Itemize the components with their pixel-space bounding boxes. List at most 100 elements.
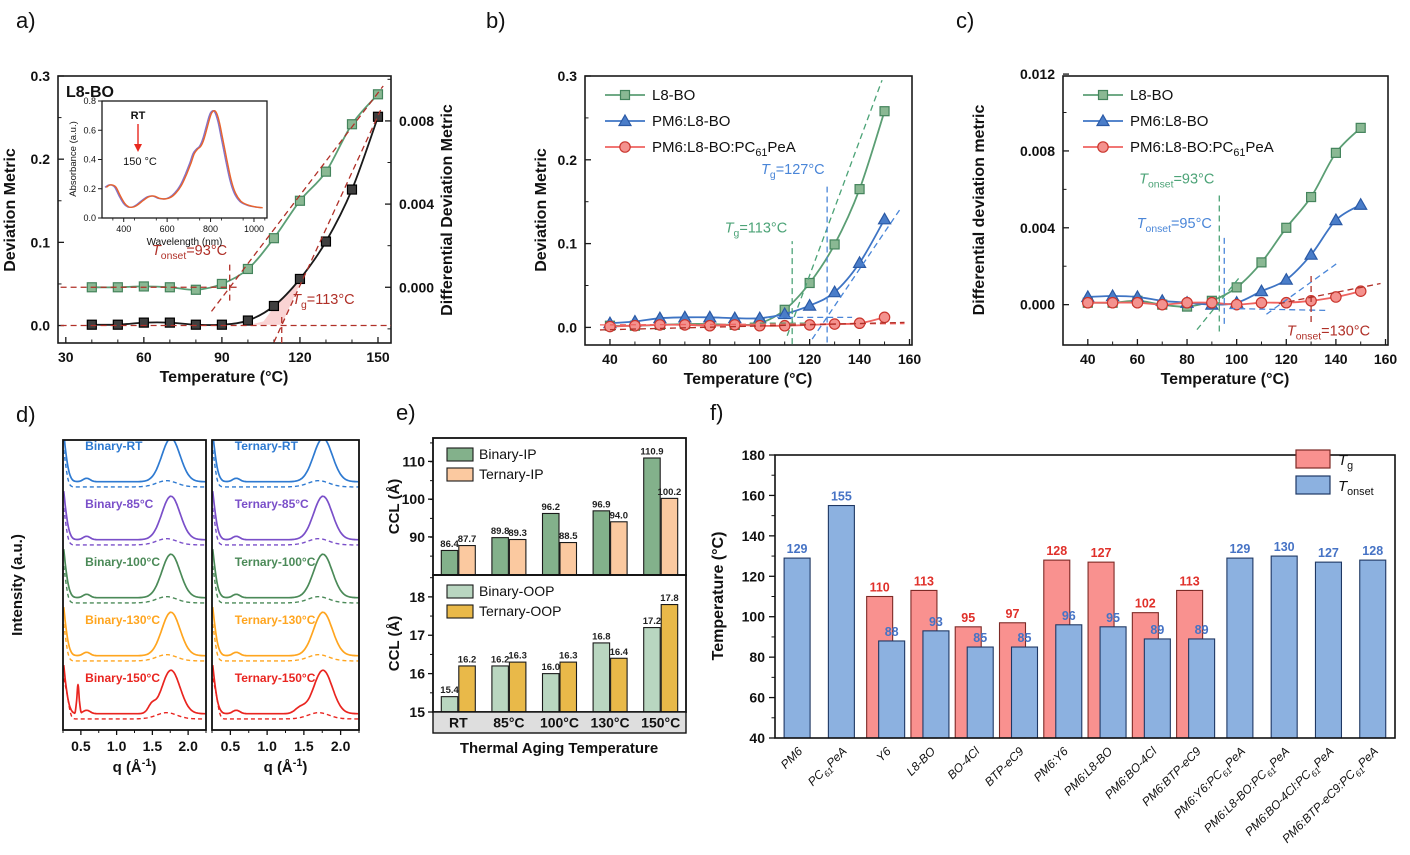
shaded-onset-region: [250, 280, 302, 325]
svg-text:100.2: 100.2: [658, 487, 682, 498]
svg-text:120: 120: [1275, 351, 1299, 367]
panel-c-annotations: Tonset=93°C Tonset=95°C Tonset=130°C: [1137, 172, 1381, 342]
svg-text:Tonset=93°C: Tonset=93°C: [1139, 172, 1214, 191]
svg-text:L8-BO: L8-BO: [652, 87, 695, 104]
svg-text:0.3: 0.3: [31, 68, 51, 84]
svg-text:160: 160: [1374, 351, 1398, 367]
svg-text:60: 60: [749, 690, 765, 706]
svg-text:Tg=113°C: Tg=113°C: [292, 292, 355, 311]
svg-text:16.2: 16.2: [491, 654, 510, 665]
svg-text:160: 160: [742, 487, 766, 503]
panel-b-legend: L8-BO PM6:L8-BO PM6:L8-BO:PC61PeA: [605, 87, 796, 159]
svg-text:Deviation Metric: Deviation Metric: [2, 148, 19, 272]
svg-text:Tg=127°C: Tg=127°C: [761, 162, 825, 181]
svg-text:130: 130: [1274, 540, 1295, 554]
svg-text:Intensity (a.u.): Intensity (a.u.): [9, 534, 26, 636]
svg-text:q (Å-1): q (Å-1): [264, 757, 308, 776]
svg-text:40: 40: [602, 351, 618, 367]
svg-text:Ternary-130°C: Ternary-130°C: [235, 613, 316, 627]
panel-a-chart: 30 60 90 120 150 0.0 0.1 0.2 0.3 Temperature (°C)…: [2, 68, 456, 386]
svg-text:15.4: 15.4: [440, 685, 459, 696]
svg-text:0.8: 0.8: [83, 96, 96, 106]
panel-f-chart: 40 60 80 100 120 140 160 180 Temperature (°C) 129…: [710, 447, 1396, 848]
svg-text:0.0: 0.0: [83, 213, 96, 223]
svg-text:Binary-OOP: Binary-OOP: [479, 583, 554, 599]
panel-b-chart: 40 60 80 100 120 140 160 0.0 0.1 0.2 0.3 Temperatur…: [533, 68, 921, 388]
svg-text:86.4: 86.4: [440, 539, 459, 550]
panel-b-axes: 40 60 80 100 120 140 160 0.0 0.1 0.2 0.3 Temperatur…: [533, 68, 921, 388]
svg-text:40: 40: [1080, 351, 1096, 367]
svg-text:60: 60: [136, 349, 152, 365]
svg-text:Binary-RT: Binary-RT: [85, 439, 143, 453]
svg-text:89: 89: [1195, 623, 1209, 637]
panel-a-letter: a): [16, 8, 36, 33]
svg-text:87.7: 87.7: [458, 534, 477, 545]
svg-text:113: 113: [914, 574, 934, 588]
svg-text:PM6:BTP-eC9:PC61PeA: PM6:BTP-eC9:PC61PeA: [1279, 744, 1383, 848]
svg-text:85°C: 85°C: [493, 715, 524, 731]
svg-text:90: 90: [214, 349, 230, 365]
svg-text:120: 120: [742, 568, 766, 584]
svg-text:Differential Deviation Metric: Differential Deviation Metric: [439, 104, 456, 316]
svg-text:80: 80: [749, 649, 765, 665]
svg-text:0.1: 0.1: [558, 236, 578, 252]
svg-text:97: 97: [1006, 607, 1020, 621]
svg-text:Temperature (°C): Temperature (°C): [1161, 371, 1290, 388]
panel-f-legend: Tg Tonset: [1295, 449, 1374, 498]
svg-text:400: 400: [116, 224, 131, 234]
svg-text:95: 95: [1106, 611, 1120, 625]
svg-text:128: 128: [1046, 544, 1067, 558]
svg-text:0.2: 0.2: [558, 152, 578, 168]
rt-arrow-icon: [134, 144, 142, 152]
svg-text:RT: RT: [449, 715, 468, 731]
svg-text:80: 80: [702, 351, 718, 367]
panel-e-sub: 90 100 110 86.4 89.8 96.2 96.9 110.9 87.7 89.3 88.…: [386, 437, 687, 576]
svg-text:0.004: 0.004: [399, 196, 434, 212]
svg-text:Ternary-150°C: Ternary-150°C: [235, 671, 316, 685]
svg-text:0.5: 0.5: [71, 738, 91, 754]
panel-e-letter: e): [396, 400, 416, 425]
svg-text:0.4: 0.4: [83, 155, 96, 165]
svg-text:127: 127: [1318, 546, 1339, 560]
svg-text:129: 129: [1229, 542, 1250, 556]
svg-text:Tg=113°C: Tg=113°C: [725, 221, 788, 240]
panel-b-letter: b): [486, 8, 506, 33]
svg-text:PM6:Y6: PM6:Y6: [1031, 744, 1071, 784]
svg-text:CCL (Å): CCL (Å): [386, 616, 403, 672]
svg-text:0.0: 0.0: [31, 318, 51, 334]
svg-text:89.3: 89.3: [508, 528, 527, 539]
svg-text:96: 96: [1062, 609, 1076, 623]
panel-a-series: [86, 89, 384, 330]
panel-d-binary: Binary-RT Binary-85°C Binary-100°C Binary-1…: [62, 439, 207, 776]
svg-text:17.2: 17.2: [643, 616, 662, 627]
svg-text:150: 150: [366, 349, 390, 365]
svg-text:L8-BO: L8-BO: [66, 84, 114, 101]
svg-text:102: 102: [1135, 597, 1156, 611]
svg-text:Tonset=130°C: Tonset=130°C: [1287, 323, 1370, 342]
svg-text:100: 100: [1225, 351, 1249, 367]
svg-text:96.9: 96.9: [592, 499, 611, 510]
svg-text:Thermal Aging Temperature: Thermal Aging Temperature: [460, 740, 658, 757]
svg-text:Binary-85°C: Binary-85°C: [85, 497, 153, 511]
svg-text:17: 17: [409, 627, 425, 643]
svg-text:PM6:L8-BO: PM6:L8-BO: [1130, 113, 1208, 130]
svg-text:128: 128: [1362, 544, 1383, 558]
svg-text:1.0: 1.0: [257, 738, 277, 754]
panel-f-letter: f): [710, 400, 724, 425]
svg-text:BO-4Cl: BO-4Cl: [945, 744, 983, 782]
svg-text:180: 180: [742, 447, 766, 463]
svg-text:0.5: 0.5: [221, 738, 241, 754]
svg-text:60: 60: [1130, 351, 1146, 367]
svg-text:16: 16: [409, 666, 425, 682]
svg-text:Tg: Tg: [1338, 452, 1353, 472]
svg-text:0.012: 0.012: [1020, 66, 1055, 82]
svg-text:Temperature (°C): Temperature (°C): [684, 371, 813, 388]
svg-text:16.3: 16.3: [559, 651, 578, 662]
svg-text:150°C: 150°C: [641, 715, 680, 731]
svg-text:0.2: 0.2: [83, 184, 96, 194]
panel-d-ternary: Ternary-RT Ternary-85°C Ternary-100°C Terna…: [211, 439, 360, 776]
svg-text:16.4: 16.4: [610, 647, 629, 658]
svg-text:40: 40: [749, 730, 765, 746]
